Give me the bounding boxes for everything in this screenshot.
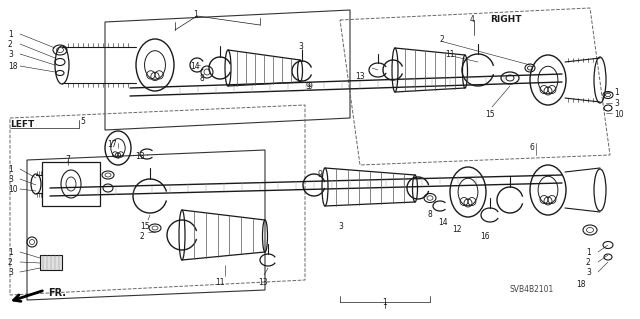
Text: 12: 12 bbox=[452, 225, 461, 234]
Text: 3: 3 bbox=[8, 50, 13, 59]
Text: 9: 9 bbox=[318, 170, 323, 179]
Text: 8: 8 bbox=[428, 210, 433, 219]
Text: 8: 8 bbox=[200, 74, 205, 83]
Text: 3: 3 bbox=[338, 222, 343, 231]
Text: 3: 3 bbox=[8, 268, 13, 277]
Text: 1: 1 bbox=[8, 165, 13, 174]
Text: 3: 3 bbox=[614, 99, 619, 108]
Bar bbox=[42, 162, 100, 206]
Text: 1: 1 bbox=[614, 88, 619, 97]
Text: 1: 1 bbox=[8, 248, 13, 257]
Text: 13: 13 bbox=[355, 72, 365, 81]
Text: FR.: FR. bbox=[48, 288, 66, 298]
Text: 2: 2 bbox=[8, 40, 13, 49]
Text: 14: 14 bbox=[438, 218, 447, 227]
Text: 15: 15 bbox=[485, 110, 495, 119]
Text: 16: 16 bbox=[480, 232, 490, 241]
Text: 5: 5 bbox=[80, 117, 85, 126]
Text: 2: 2 bbox=[8, 258, 13, 267]
Text: 11: 11 bbox=[215, 278, 225, 287]
Text: 17: 17 bbox=[107, 140, 116, 149]
Text: 13: 13 bbox=[135, 152, 145, 161]
Text: 11: 11 bbox=[445, 50, 454, 59]
Text: 15: 15 bbox=[140, 222, 150, 231]
Text: 3: 3 bbox=[586, 268, 591, 277]
Text: 18: 18 bbox=[576, 280, 586, 289]
Text: 1: 1 bbox=[8, 30, 13, 39]
Text: 13: 13 bbox=[258, 278, 268, 287]
Text: 3: 3 bbox=[8, 175, 13, 184]
Text: 2: 2 bbox=[140, 232, 145, 241]
Text: 9: 9 bbox=[306, 82, 311, 91]
Text: 4: 4 bbox=[470, 15, 475, 24]
Text: 14: 14 bbox=[190, 62, 200, 71]
Text: 2: 2 bbox=[440, 35, 445, 44]
Text: 18: 18 bbox=[8, 62, 17, 71]
Text: 3: 3 bbox=[298, 42, 303, 51]
Text: SVB4B2101: SVB4B2101 bbox=[510, 285, 554, 294]
Text: LEFT: LEFT bbox=[10, 120, 35, 129]
Text: 7: 7 bbox=[65, 155, 70, 164]
Text: 2: 2 bbox=[586, 258, 591, 267]
Text: 10: 10 bbox=[8, 185, 18, 194]
Text: 1: 1 bbox=[193, 10, 198, 19]
Text: 1: 1 bbox=[382, 298, 387, 307]
Text: RIGHT: RIGHT bbox=[490, 15, 522, 24]
Text: 1: 1 bbox=[586, 248, 591, 257]
Bar bbox=[40, 255, 62, 270]
Text: 6: 6 bbox=[530, 143, 535, 152]
Text: 10: 10 bbox=[614, 110, 623, 119]
Text: 9: 9 bbox=[308, 82, 313, 91]
